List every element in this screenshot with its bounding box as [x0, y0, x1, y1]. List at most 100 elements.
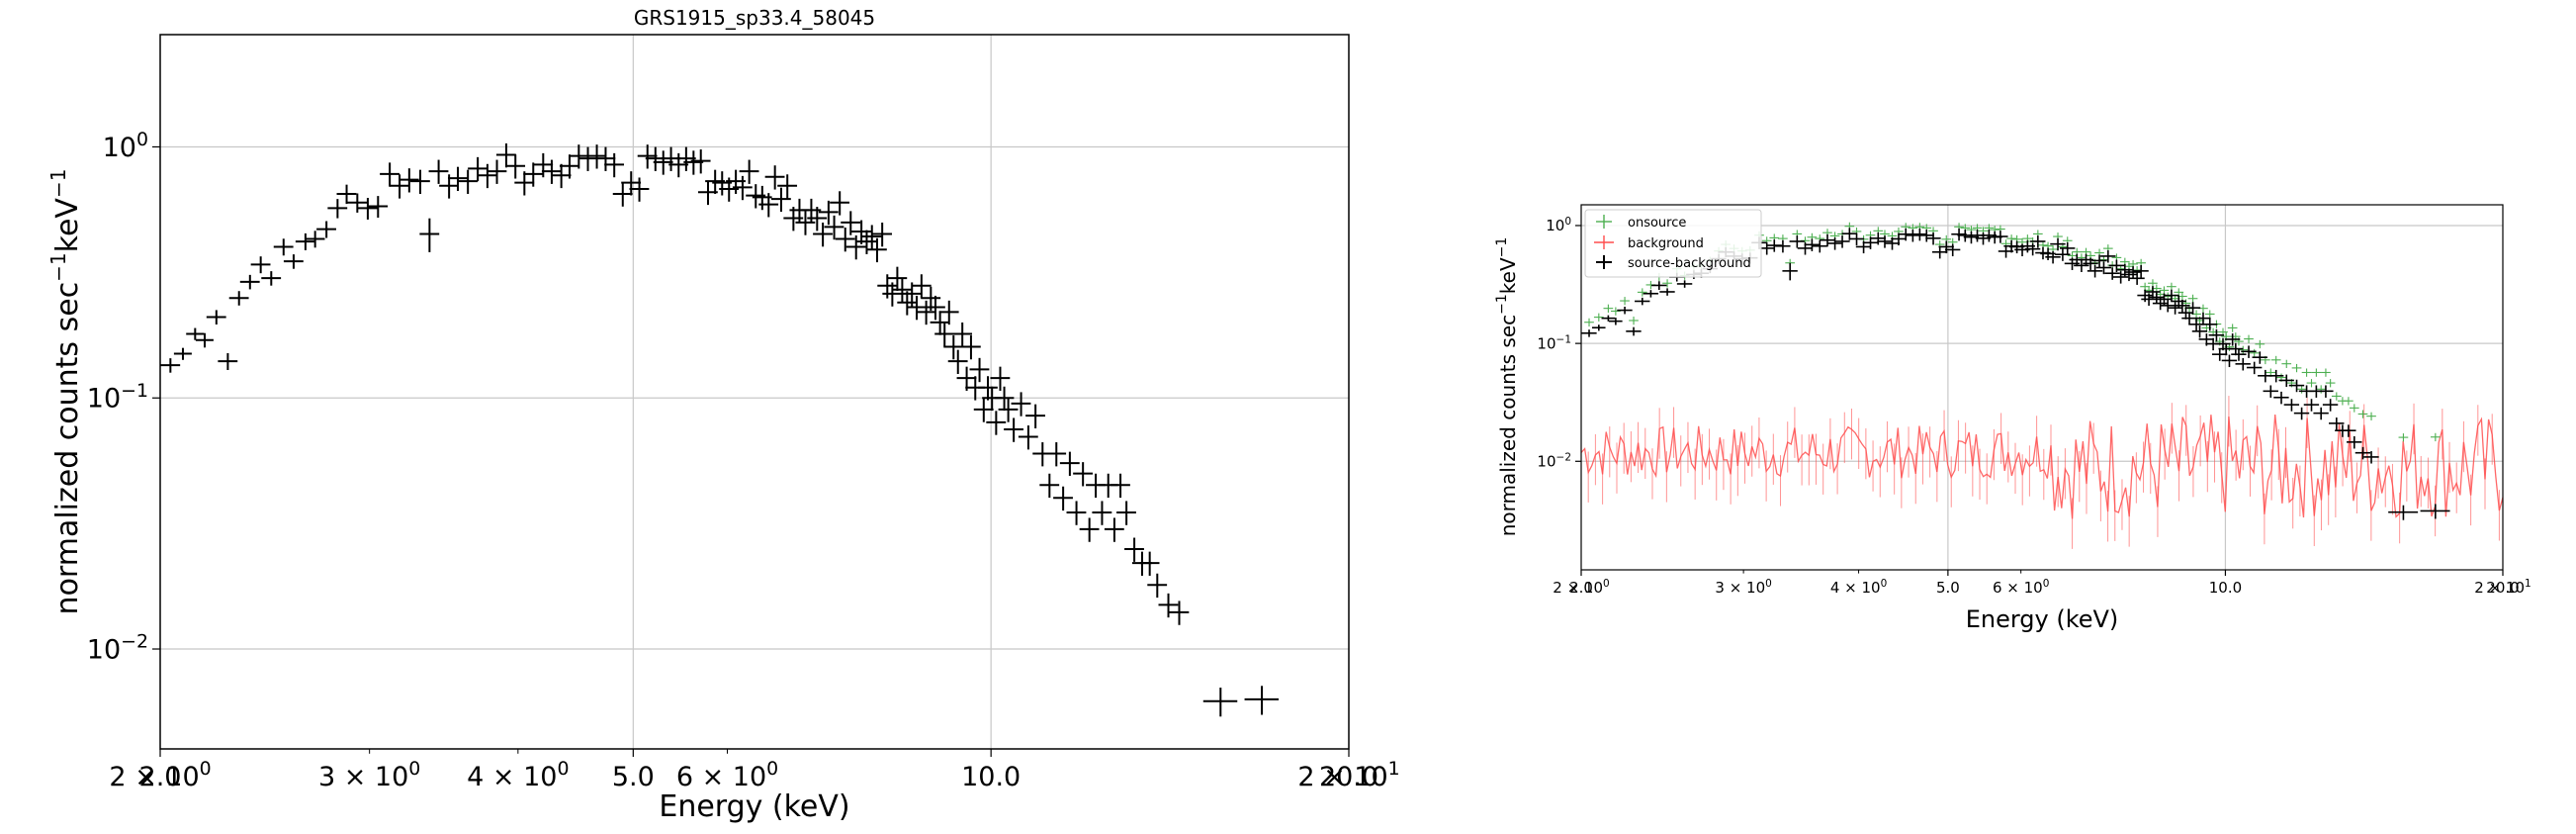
- data-point: [668, 152, 689, 178]
- data-point: [807, 207, 828, 232]
- data-point: [990, 366, 1011, 391]
- data-point: [960, 334, 981, 360]
- axis-ticks: 100 10−1 10−2 2.0 5.0 10.0 20.0 2 × 100 3 × 100 4…: [1537, 216, 2531, 597]
- x-minor-tick-label: 6 × 100: [1993, 578, 2049, 597]
- source-background-point: [1963, 231, 1980, 244]
- source-background-point: [2175, 299, 2190, 313]
- source-background-point: [2059, 242, 2076, 255]
- onsource-point: [2167, 282, 2176, 292]
- source-background-point: [2252, 351, 2267, 364]
- legend-marker-source-background: [1596, 255, 1612, 269]
- source-background-point: [2087, 265, 2103, 278]
- data-point: [173, 347, 192, 360]
- x-minor-tick-label: 4 × 100: [467, 758, 569, 792]
- data-point: [1139, 551, 1160, 576]
- source-background-point: [2195, 312, 2211, 325]
- plot-frame: [159, 34, 1350, 750]
- onsource-point: [2140, 282, 2150, 292]
- source-background-point: [1601, 315, 1616, 322]
- source-background-point: [2045, 250, 2061, 264]
- source-background-point: [1581, 329, 1597, 337]
- legend-marker-background: [1594, 235, 1614, 249]
- data-point: [261, 271, 282, 286]
- source-background-point: [2273, 391, 2289, 405]
- data-point: [818, 200, 839, 226]
- onsource-point: [2281, 359, 2292, 369]
- data-point: [1169, 601, 1190, 625]
- source-background-point: [2388, 505, 2419, 520]
- source-background-point: [1944, 243, 1961, 257]
- x-tick-label: 20.0: [1319, 762, 1378, 792]
- data-point: [1073, 462, 1093, 487]
- onsource-point: [1662, 279, 1672, 288]
- data-point: [882, 282, 903, 307]
- data-point: [327, 199, 348, 219]
- data-point: [973, 398, 994, 422]
- source-background-point: [2091, 254, 2107, 268]
- data-point: [316, 221, 336, 238]
- source-background-point: [2313, 407, 2329, 420]
- source-background-point: [2283, 399, 2300, 412]
- x-tick-label: 2.0: [1569, 579, 1593, 597]
- data-point: [495, 142, 516, 168]
- data-point: [447, 166, 468, 192]
- onsource-point: [2357, 410, 2368, 418]
- data-point: [764, 165, 785, 190]
- data-point: [160, 358, 181, 373]
- data-point: [841, 211, 861, 235]
- source-background-point: [2241, 345, 2257, 358]
- data-point: [1244, 686, 1280, 715]
- data-point: [206, 310, 226, 325]
- chart-title: GRS1915_sp33.4_58045: [634, 6, 875, 30]
- data-point: [477, 163, 497, 189]
- data-point: [409, 169, 430, 195]
- onsource-point: [1603, 304, 1614, 313]
- data-point: [399, 168, 419, 193]
- source-background-point: [2293, 407, 2310, 420]
- legend: onsource background source-background: [1584, 209, 1762, 278]
- data-point: [916, 300, 936, 325]
- grid-lines: [160, 35, 1349, 749]
- data-point: [1110, 473, 1130, 499]
- source-background-point: [1834, 235, 1850, 248]
- data-point: [732, 175, 753, 201]
- source-background-point: [2030, 235, 2046, 248]
- data-point: [739, 159, 759, 184]
- data-point: [604, 152, 625, 178]
- source-background-point: [2288, 379, 2305, 393]
- x-tick-label: 5.0: [1936, 579, 1960, 597]
- data-point: [1018, 425, 1038, 450]
- legend-label-background: background: [1628, 236, 1704, 251]
- source-background-point: [1905, 230, 1920, 242]
- data-point: [195, 332, 214, 348]
- x-axis-label: Energy (keV): [659, 789, 849, 824]
- data-point: [595, 146, 616, 171]
- onsource-point: [2255, 339, 2265, 349]
- data-point: [1059, 451, 1080, 476]
- y-tick-label: 100: [1546, 216, 1571, 234]
- data-point: [930, 311, 950, 335]
- source-background-point: [1804, 238, 1821, 251]
- data-point: [380, 162, 400, 187]
- y-axis-label: normalized counts sec−1keV−1: [46, 169, 85, 615]
- source-background-point: [1643, 290, 1659, 298]
- source-background-point: [1820, 233, 1835, 247]
- data-point: [505, 154, 526, 179]
- data-point: [1116, 501, 1136, 525]
- data-point: [458, 169, 478, 195]
- data-point: [851, 220, 871, 244]
- data-point: [856, 230, 877, 254]
- y-tick-label: 10−2: [1537, 452, 1571, 471]
- data-point: [305, 231, 325, 248]
- data-point: [577, 146, 598, 171]
- source-background-point: [2208, 328, 2225, 342]
- onsource-point: [2306, 379, 2317, 388]
- source-background-point: [1676, 280, 1693, 288]
- legend-label-onsource: onsource: [1628, 216, 1686, 231]
- source-background-point: [2024, 242, 2041, 256]
- x-minor-tick-label: 4 × 100: [1830, 578, 1887, 597]
- data-point: [1039, 473, 1060, 499]
- data-point: [845, 234, 866, 260]
- source-background-point: [1591, 324, 1606, 331]
- data-point: [978, 376, 998, 401]
